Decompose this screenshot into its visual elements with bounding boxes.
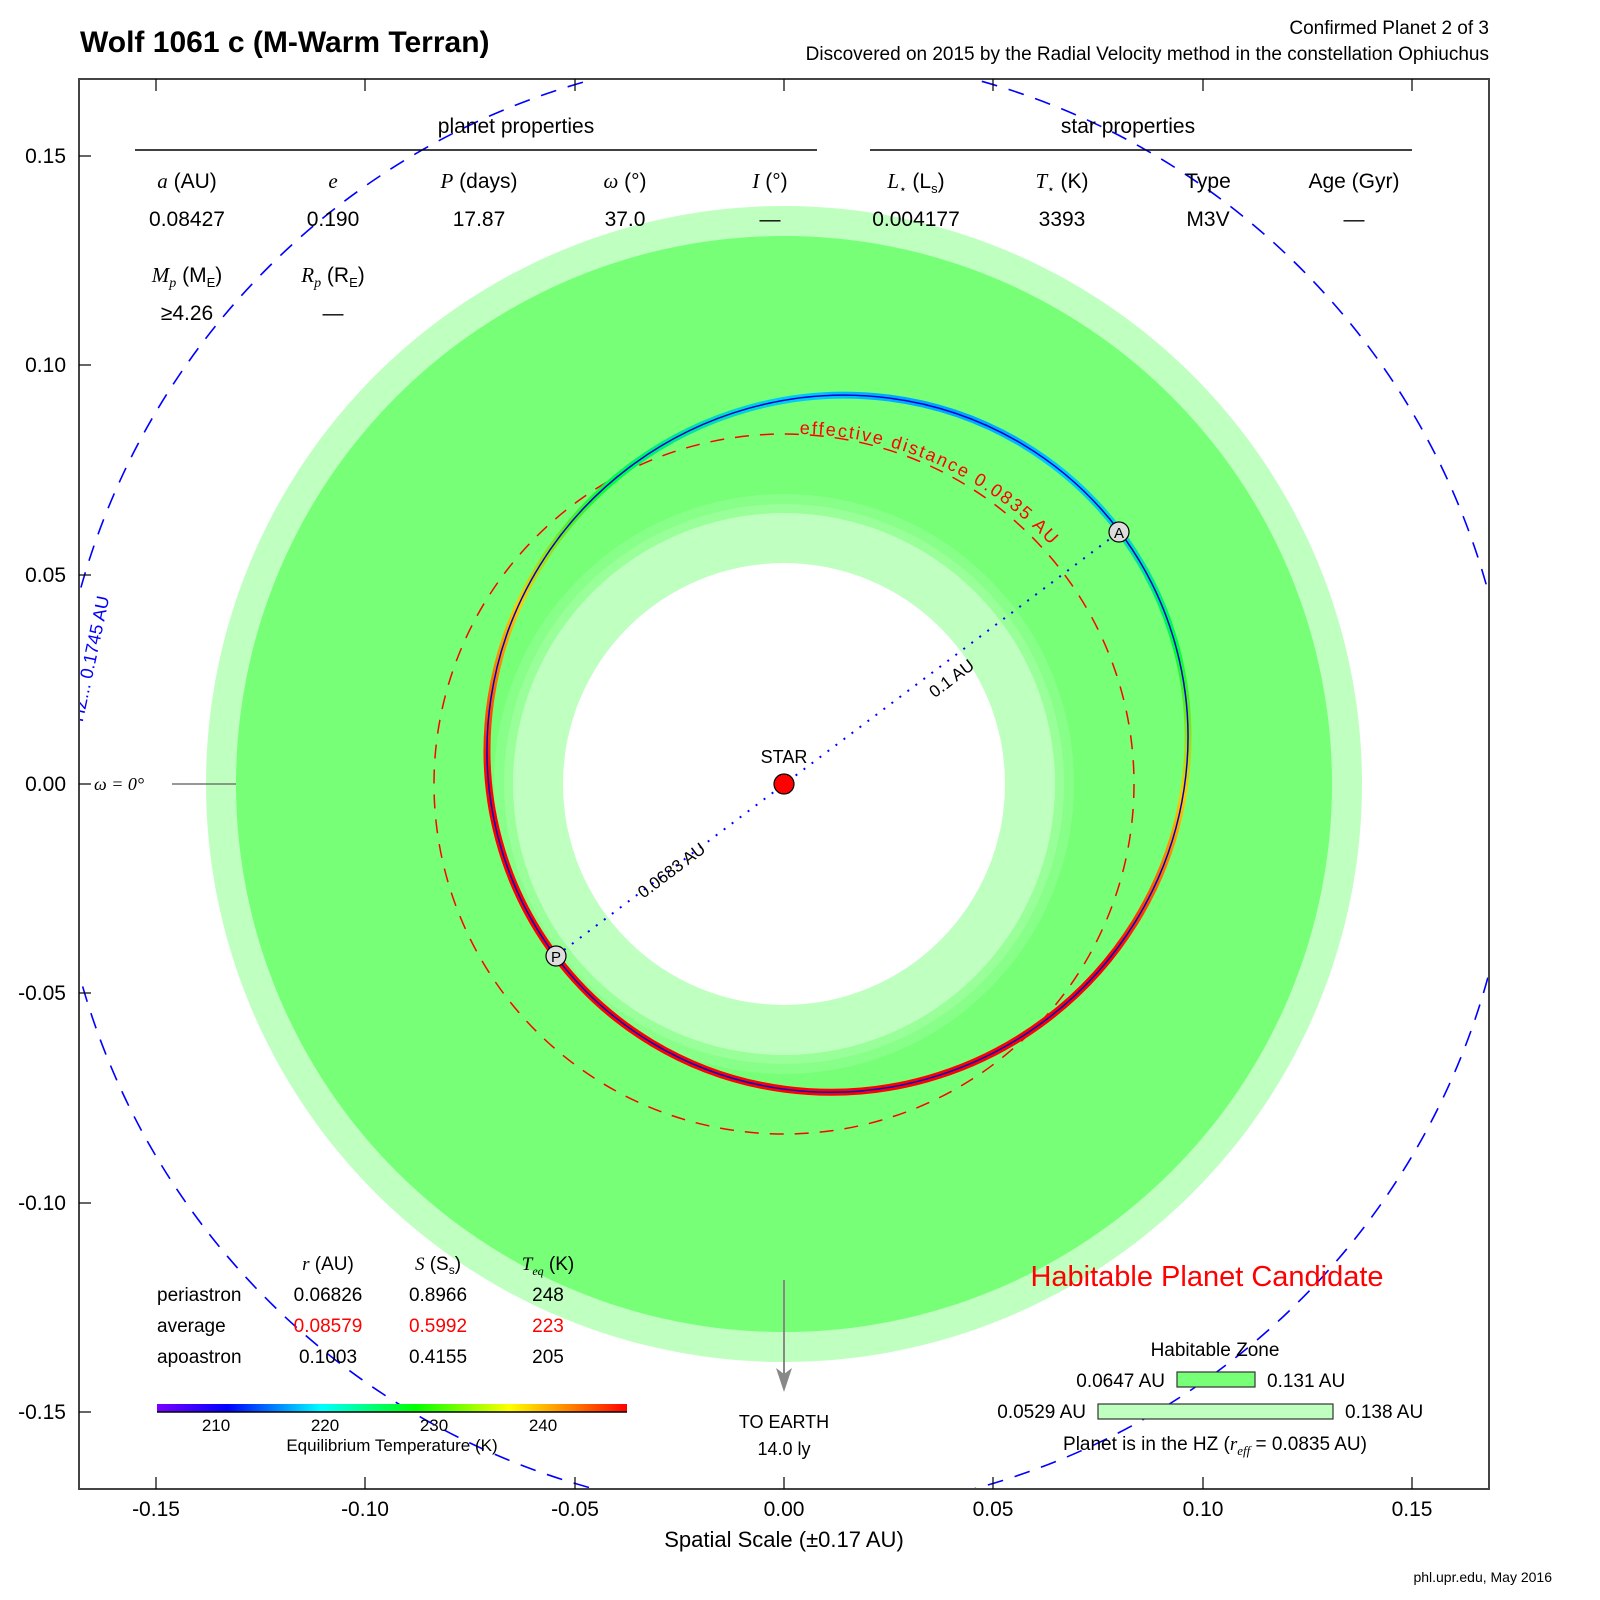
periastron-marker: [545, 945, 567, 967]
svg-text:-0.10: -0.10: [341, 1498, 389, 1521]
eccentricity-value: 0.190: [307, 208, 360, 231]
mass-value: ≥4.26: [161, 302, 213, 325]
svg-text:0.5992: 0.5992: [409, 1316, 467, 1337]
star-properties-columns: L⋆ (Ls) 0.004177 T⋆ (K) 3393 Type M3V Ag…: [872, 169, 1399, 231]
svg-text:Type: Type: [1185, 170, 1231, 193]
x-axis-ticks: [155, 79, 1413, 1489]
svg-text:0.00: 0.00: [764, 1498, 805, 1521]
planet-properties-heading: planet properties: [438, 115, 594, 138]
svg-text:A: A: [1114, 525, 1124, 542]
svg-text:230: 230: [420, 1416, 448, 1435]
colorbar-label: Equilibrium Temperature (K): [286, 1436, 497, 1455]
svg-text:205: 205: [532, 1347, 564, 1368]
credit: phl.upr.edu, May 2016: [1413, 1569, 1552, 1585]
arrow-head-icon: [776, 1368, 792, 1392]
svg-text:0.00: 0.00: [25, 773, 66, 796]
period-value: 17.87: [453, 208, 506, 231]
svg-text:223: 223: [532, 1316, 564, 1337]
svg-text:0.05: 0.05: [973, 1498, 1014, 1521]
svg-text:0.0647 AU: 0.0647 AU: [1076, 1371, 1165, 1392]
svg-text:248: 248: [532, 1285, 564, 1306]
inclination-value: —: [760, 208, 781, 231]
luminosity-value: 0.004177: [872, 208, 960, 231]
svg-text:-0.15: -0.15: [132, 1498, 180, 1521]
svg-text:0.0529 AU: 0.0529 AU: [997, 1402, 1086, 1423]
svg-text:240: 240: [529, 1416, 557, 1435]
colorbar-ticks: 210 220 230 240: [202, 1416, 557, 1435]
svg-text:220: 220: [311, 1416, 339, 1435]
svg-text:a (AU): a (AU): [157, 169, 217, 193]
x-tick-labels: -0.15 -0.10 -0.05 0.00 0.05 0.10 0.15: [132, 1498, 1432, 1521]
apoastron-marker: [1108, 521, 1130, 543]
svg-text:0.10: 0.10: [1183, 1498, 1224, 1521]
effective-distance-circle: [433, 433, 1135, 1135]
table-row-label: average: [157, 1316, 226, 1337]
svg-text:-0.05: -0.05: [18, 982, 66, 1005]
star-age-value: —: [1344, 208, 1365, 231]
svg-text:0.8966: 0.8966: [409, 1285, 467, 1306]
star-properties-heading: star properties: [1061, 115, 1195, 138]
temperature-colorbar: [157, 1404, 627, 1412]
to-earth-label: TO EARTH: [739, 1412, 829, 1432]
svg-text:0.05: 0.05: [25, 564, 66, 587]
svg-text:Teq (K): Teq (K): [522, 1254, 575, 1278]
svg-text:0.10: 0.10: [25, 354, 66, 377]
radius-value: —: [323, 302, 344, 325]
discovery-info: Discovered on 2015 by the Radial Velocit…: [805, 44, 1489, 65]
svg-text:0.08579: 0.08579: [294, 1316, 363, 1337]
hz-status: Planet is in the HZ (reff = 0.0835 AU): [1063, 1434, 1367, 1458]
svg-text:Age (Gyr): Age (Gyr): [1308, 170, 1399, 193]
y-tick-labels: 0.15 0.10 0.05 0.00 -0.05 -0.10 -0.15: [18, 145, 66, 1424]
semi-major-axis-value: 0.08427: [149, 208, 225, 231]
svg-text:-0.10: -0.10: [18, 1192, 66, 1215]
svg-text:L⋆ (Ls): L⋆ (Ls): [886, 169, 944, 196]
star-marker: [773, 773, 795, 795]
spectral-type-value: M3V: [1186, 208, 1229, 231]
svg-text:I (°): I (°): [751, 169, 787, 193]
svg-text:0.138 AU: 0.138 AU: [1345, 1402, 1423, 1423]
svg-text:r (AU): r (AU): [302, 1254, 354, 1275]
table-row-label: periastron: [157, 1285, 242, 1306]
y-axis-ticks: [79, 155, 91, 1413]
star-label: STAR: [761, 747, 808, 767]
x-axis-label: Spatial Scale (±0.17 AU): [664, 1527, 904, 1552]
outer-circle-label: HZ... 0.1745 AU: [67, 594, 113, 723]
planet-properties-columns: a (AU) 0.08427 e 0.190 P (days) 17.87 ω …: [149, 169, 788, 325]
planet-index: Confirmed Planet 2 of 3: [1289, 18, 1489, 39]
svg-text:0.1003: 0.1003: [299, 1347, 357, 1368]
orbit-table: r (AU) S (Ss) Teq (K) periastron 0.06826…: [157, 1254, 574, 1368]
svg-text:210: 210: [202, 1416, 230, 1435]
omega-value: 37.0: [605, 208, 646, 231]
svg-text:e: e: [328, 169, 337, 193]
svg-text:-0.05: -0.05: [551, 1498, 599, 1521]
chart-title: Wolf 1061 c (M-Warm Terran): [80, 26, 490, 59]
svg-text:0.131 AU: 0.131 AU: [1267, 1371, 1345, 1392]
svg-text:T⋆ (K): T⋆ (K): [1035, 169, 1088, 196]
hz-conservative-bar: [1176, 1371, 1256, 1388]
svg-text:P: P: [551, 949, 561, 966]
svg-text:P (days): P (days): [439, 169, 517, 193]
svg-text:Rp (RE): Rp (RE): [300, 263, 365, 291]
svg-text:ω (°): ω (°): [603, 169, 646, 193]
omega-zero-label: ω = 0°: [94, 774, 144, 794]
earth-distance-label: 14.0 ly: [757, 1439, 810, 1459]
svg-text:-0.15: -0.15: [18, 1401, 66, 1424]
svg-text:S (Ss): S (Ss): [415, 1254, 461, 1277]
hz-legend-title: Habitable Zone: [1151, 1340, 1280, 1361]
habitable-candidate-label: Habitable Planet Candidate: [1030, 1261, 1383, 1293]
svg-text:0.06826: 0.06826: [294, 1285, 363, 1306]
svg-text:0.15: 0.15: [25, 145, 66, 168]
hz-optimistic-bar: [1097, 1403, 1334, 1420]
table-row-label: apoastron: [157, 1347, 242, 1368]
star-temperature-value: 3393: [1039, 208, 1086, 231]
svg-text:0.4155: 0.4155: [409, 1347, 467, 1368]
svg-text:Mp (ME): Mp (ME): [151, 263, 223, 291]
svg-text:0.15: 0.15: [1392, 1498, 1433, 1521]
